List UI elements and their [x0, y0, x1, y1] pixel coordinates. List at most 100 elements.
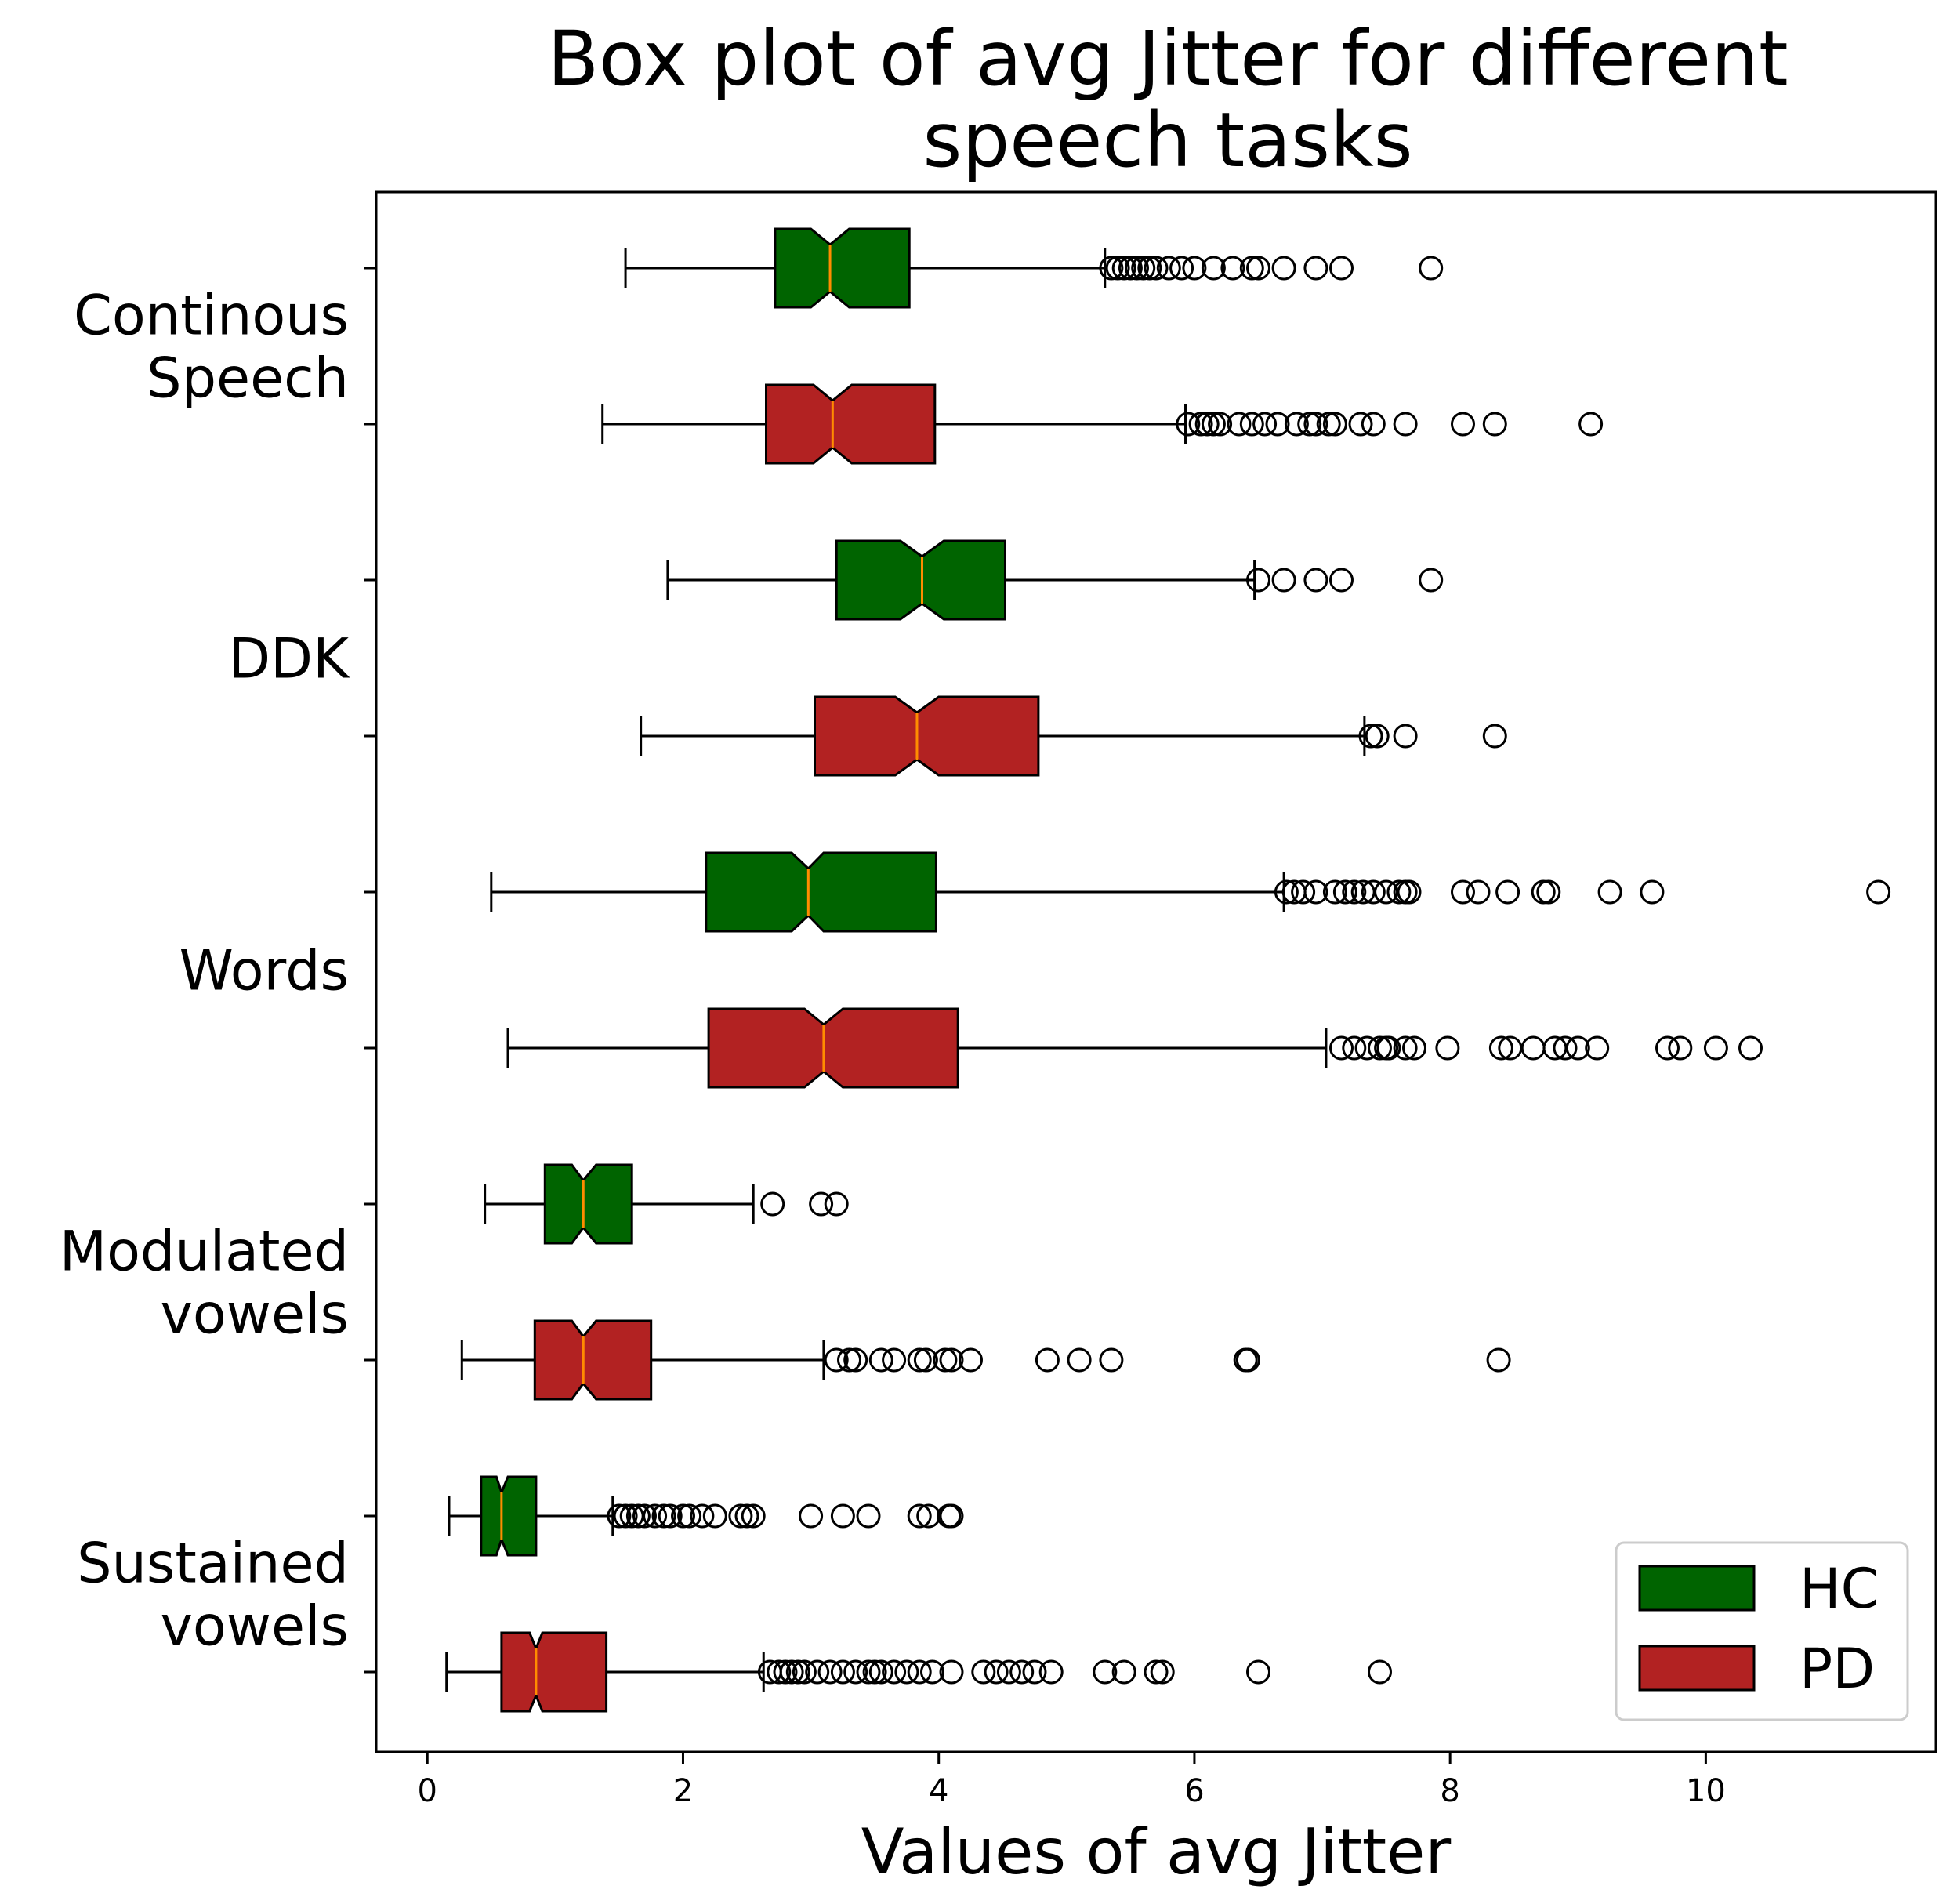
outliers-pd-1: [1358, 724, 1507, 749]
outlier-point: [939, 1503, 964, 1529]
outlier-point: [1466, 879, 1491, 905]
outlier-point: [1009, 1659, 1035, 1685]
outlier-point: [920, 1659, 944, 1685]
outlier-point: [971, 1659, 996, 1685]
outlier-point: [1738, 1035, 1763, 1061]
outlier-point: [1361, 879, 1386, 905]
chart-title-line-2: speech tasks: [922, 96, 1412, 184]
outliers-pd-0: [1176, 412, 1604, 437]
outlier-point: [907, 1503, 932, 1529]
outlier-point: [1368, 1659, 1392, 1685]
outlier-point: [760, 1191, 785, 1217]
box-body: [835, 539, 1006, 621]
outlier-point: [1640, 879, 1665, 905]
chart-title-line-1: Box plot of avg Jitter for different: [547, 15, 1788, 103]
outlier-point: [607, 1503, 632, 1529]
box-body: [705, 851, 937, 933]
outlier-point: [1520, 1035, 1546, 1061]
x-tick-label: 8: [1440, 1773, 1459, 1809]
y-category-label-4-line-0: Sustained: [77, 1532, 349, 1596]
outlier-point: [1866, 879, 1891, 905]
outlier-point: [632, 1503, 657, 1529]
outlier-point: [1291, 879, 1316, 905]
x-tick-label: 4: [929, 1773, 948, 1809]
outlier-point: [1194, 412, 1220, 437]
outlier-point: [1284, 412, 1309, 437]
outliers-pd-4: [757, 1659, 1392, 1685]
outlier-point: [907, 1347, 932, 1373]
outlier-point: [1246, 1659, 1270, 1685]
outlier-point: [1578, 412, 1604, 437]
outlier-point: [882, 1659, 907, 1685]
outlier-point: [830, 1503, 855, 1529]
outlier-point: [1220, 256, 1245, 281]
x-tick-label: 10: [1686, 1773, 1726, 1809]
y-category-label-3-line-1: vowels: [161, 1282, 350, 1347]
outlier-point: [1239, 412, 1264, 437]
outlier-point: [1105, 256, 1130, 281]
outlier-point: [1201, 256, 1226, 281]
outlier-point: [1482, 724, 1507, 749]
outlier-point: [1531, 879, 1556, 905]
outlier-point: [1585, 1035, 1610, 1061]
outlier-point: [1348, 412, 1373, 437]
outliers-hc-4: [607, 1503, 964, 1529]
outlier-point: [799, 1503, 824, 1529]
outliers-hc-3: [760, 1191, 849, 1217]
outlier-point: [1703, 1035, 1728, 1061]
outlier-point: [613, 1503, 638, 1529]
outlier-point: [959, 1347, 983, 1373]
y-category-label-2-line-0: Words: [179, 939, 349, 1003]
outlier-point: [1486, 1347, 1511, 1373]
outlier-point: [1246, 568, 1270, 593]
box-body: [533, 1319, 653, 1401]
outlier-point: [1125, 256, 1149, 281]
outlier-point: [1365, 724, 1390, 749]
outlier-point: [734, 1503, 759, 1529]
outlier-point: [1536, 879, 1561, 905]
outlier-point: [1495, 879, 1520, 905]
outlier-point: [1303, 412, 1328, 437]
outlier-point: [677, 1503, 702, 1529]
box-hc-2: [490, 851, 1285, 933]
outlier-point: [1182, 256, 1207, 281]
outlier-point: [1111, 256, 1136, 281]
outlier-point: [1099, 1347, 1124, 1373]
outlier-point: [1329, 1035, 1354, 1061]
outlier-point: [1419, 256, 1444, 281]
outlier-point: [1201, 412, 1226, 437]
outlier-point: [1067, 1347, 1092, 1373]
outlier-point: [939, 1659, 964, 1685]
outlier-point: [1271, 256, 1296, 281]
outlier-point: [1297, 412, 1322, 437]
box-hc-3: [484, 1163, 755, 1245]
outlier-point: [1188, 412, 1213, 437]
outlier-point: [1093, 1659, 1118, 1685]
outlier-point: [1131, 256, 1156, 281]
outlier-point: [1265, 412, 1290, 437]
outlier-point: [1322, 879, 1347, 905]
outlier-point: [1111, 1659, 1136, 1685]
outlier-point: [1303, 256, 1328, 281]
outlier-point: [1235, 1347, 1260, 1373]
outlier-point: [773, 1659, 798, 1685]
outlier-point: [1419, 568, 1444, 593]
outlier-point: [1402, 1035, 1426, 1061]
outlier-point: [1271, 568, 1296, 593]
box-body: [480, 1475, 538, 1557]
outlier-point: [809, 1191, 834, 1217]
outlier-point: [1482, 412, 1507, 437]
outlier-point: [996, 1659, 1021, 1685]
outlier-point: [984, 1659, 1009, 1685]
outlier-point: [779, 1659, 804, 1685]
outlier-point: [1099, 256, 1124, 281]
outlier-point: [702, 1503, 727, 1529]
box-pd-3: [460, 1319, 825, 1401]
outlier-point: [1137, 256, 1162, 281]
outlier-point: [862, 1659, 887, 1685]
outlier-point: [856, 1503, 881, 1529]
outlier-point: [1118, 256, 1143, 281]
box-body: [814, 695, 1040, 777]
outlier-point: [939, 1347, 964, 1373]
